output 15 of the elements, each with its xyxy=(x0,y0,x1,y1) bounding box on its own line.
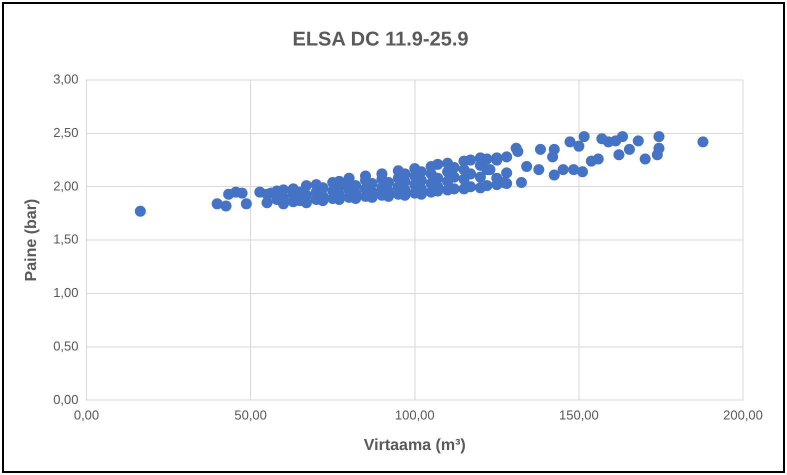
y-tick-label: 2,00 xyxy=(53,178,78,194)
y-tick-label: 2,50 xyxy=(53,124,78,140)
y-tick-label: 1,50 xyxy=(53,232,78,247)
x-tick-label: 0,00 xyxy=(74,408,100,423)
y-tick-label: 3,00 xyxy=(53,72,78,87)
x-tick-label: 50,00 xyxy=(234,408,267,423)
y-tick-label: 0,00 xyxy=(53,392,78,407)
y-axis-title: Paine (bar) xyxy=(23,198,40,282)
y-tick-label: 0,50 xyxy=(53,338,78,354)
y-tick-label: 1,00 xyxy=(53,285,78,300)
x-tick-label: 150,00 xyxy=(558,408,599,423)
x-tick-label: 200,00 xyxy=(723,408,763,423)
x-tick-label: 100,00 xyxy=(394,408,435,423)
x-axis-title: Virtaama (m³) xyxy=(364,436,466,454)
chart-title: ELSA DC 11.9-25.9 xyxy=(292,28,469,51)
